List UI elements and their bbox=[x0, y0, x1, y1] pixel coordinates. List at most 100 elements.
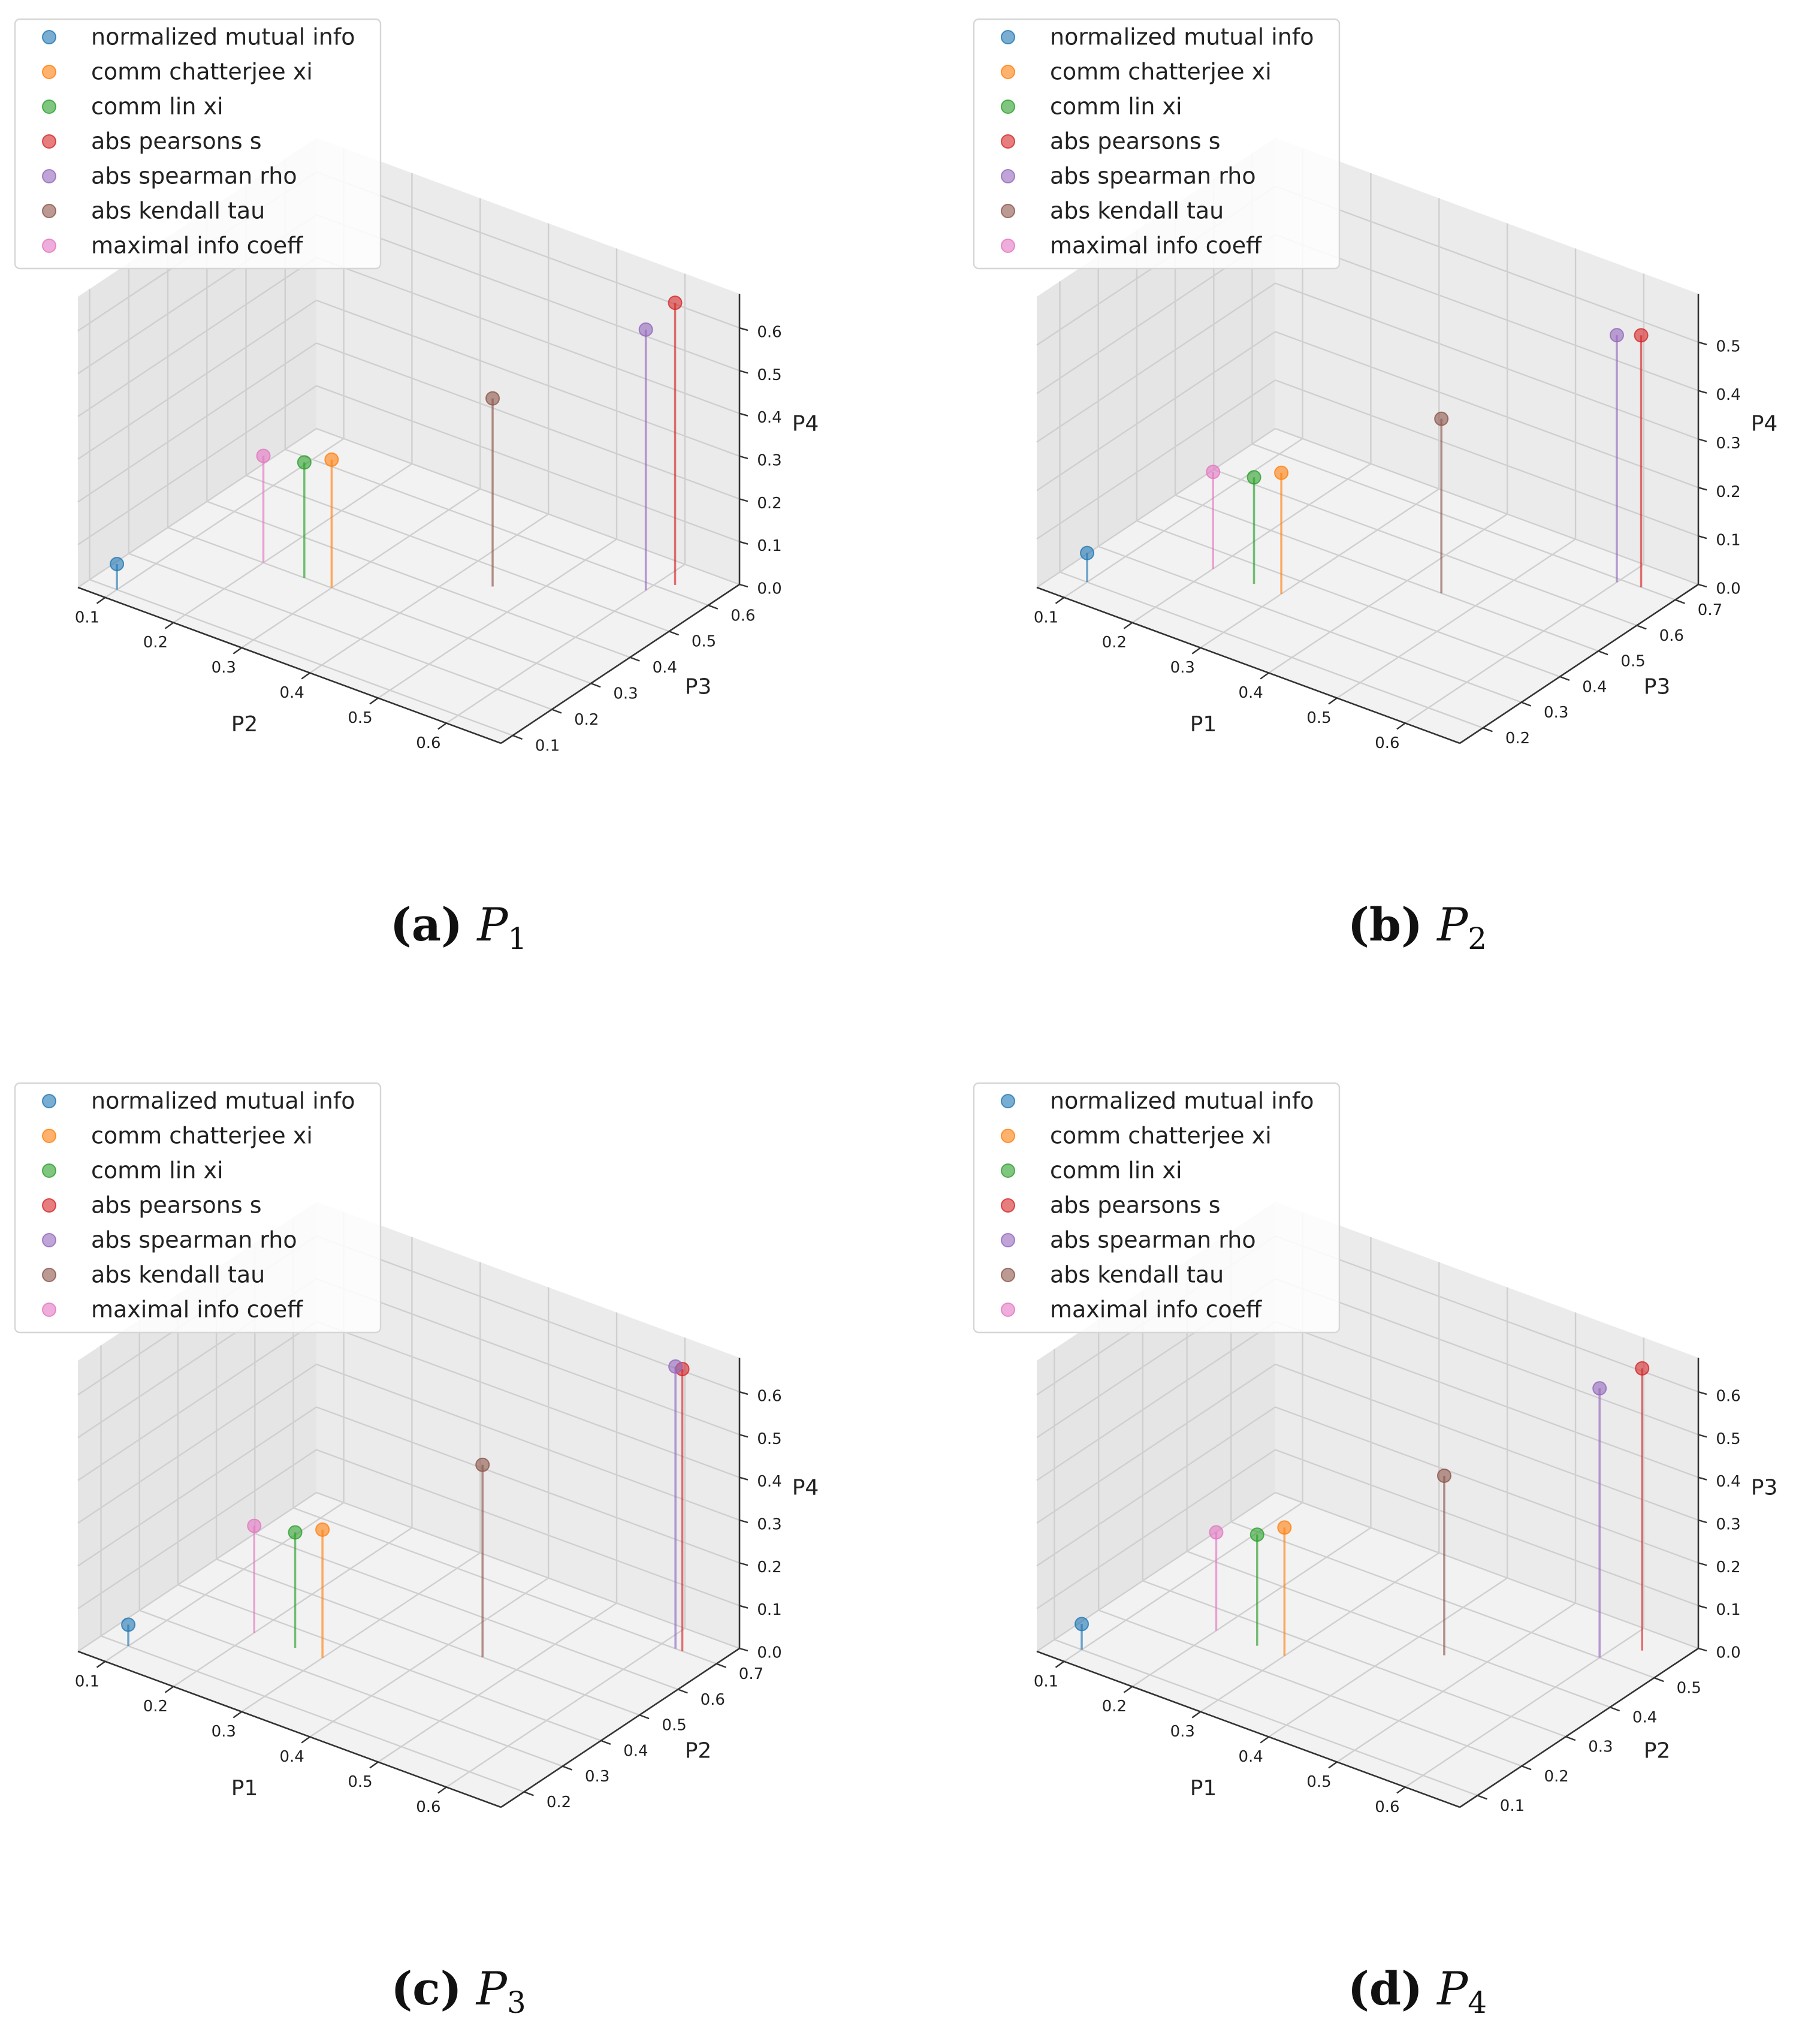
x-tick-mark bbox=[164, 1686, 174, 1693]
x-tick-label: 0.1 bbox=[75, 1672, 99, 1690]
y-tick-label: 0.2 bbox=[547, 1793, 571, 1811]
legend-marker bbox=[42, 1198, 56, 1213]
grid-line bbox=[1252, 443, 1676, 601]
y-tick-label: 0.6 bbox=[701, 1691, 725, 1709]
x-tick-label: 0.1 bbox=[1034, 608, 1058, 626]
plot-panel: 0.1 0.2 0.3 0.4 0.5 0.6 0.2 0.3 0.4 0.5 0.6 0.7 0.0 0… bbox=[14, 1082, 819, 1816]
grid-line bbox=[316, 1491, 740, 1650]
z-tick-label: 0.1 bbox=[1716, 532, 1740, 550]
z-tick-mark bbox=[1698, 1391, 1707, 1395]
z-tick-mark bbox=[1698, 390, 1707, 394]
legend-label: abs pearsons s bbox=[91, 1192, 262, 1219]
caption-subscript: 3 bbox=[506, 1985, 526, 2020]
legend-marker bbox=[1001, 1303, 1015, 1317]
grid-line bbox=[1213, 469, 1637, 626]
grid-line bbox=[1275, 185, 1699, 343]
x-tick-mark bbox=[437, 1786, 447, 1794]
x-tick-label: 0.5 bbox=[348, 709, 372, 727]
legend-label: maximal info coeff bbox=[91, 233, 303, 259]
grid-line bbox=[378, 538, 617, 699]
data-point bbox=[110, 556, 125, 571]
z-tick-mark bbox=[1698, 1605, 1707, 1609]
x-tick-mark bbox=[96, 596, 106, 604]
legend-marker bbox=[42, 1303, 56, 1317]
grid-line bbox=[1098, 545, 1522, 703]
x-tick-mark bbox=[1396, 1786, 1406, 1794]
grid-line bbox=[167, 526, 591, 685]
x-tick-label: 0.6 bbox=[416, 734, 440, 752]
x-tick-mark bbox=[233, 1711, 242, 1719]
y-tick-label: 0.1 bbox=[1500, 1797, 1525, 1815]
y-axis-label: P2 bbox=[1644, 1739, 1671, 1763]
grid-line bbox=[1275, 1363, 1699, 1521]
data-point bbox=[1246, 470, 1261, 485]
y-tick-mark bbox=[1521, 701, 1532, 707]
y-tick-label: 0.7 bbox=[1698, 601, 1722, 619]
legend-marker bbox=[1001, 100, 1015, 114]
back-pane bbox=[316, 138, 740, 584]
legend-marker bbox=[42, 1094, 56, 1108]
grid-line bbox=[177, 1584, 602, 1741]
data-point bbox=[121, 1617, 136, 1632]
legend-marker bbox=[1001, 1233, 1015, 1247]
legend-label: abs pearsons s bbox=[91, 128, 262, 155]
x-tick-mark bbox=[1055, 596, 1065, 604]
y-tick-label: 0.2 bbox=[1544, 1768, 1569, 1786]
legend-marker bbox=[42, 204, 56, 218]
y-tick-mark bbox=[562, 1765, 573, 1771]
grid-line bbox=[285, 448, 709, 606]
legend-marker bbox=[1001, 1163, 1015, 1178]
legend-label: normalized mutual info bbox=[91, 1088, 355, 1114]
z-tick-label: 0.3 bbox=[1716, 435, 1740, 453]
grid-line bbox=[1060, 571, 1483, 729]
grid-line bbox=[1275, 1235, 1699, 1393]
grid-line bbox=[1275, 1449, 1699, 1606]
y-tick-mark bbox=[1610, 1707, 1620, 1712]
legend-marker bbox=[42, 1129, 56, 1143]
legend-marker bbox=[1001, 30, 1015, 44]
y-tick-mark bbox=[524, 1791, 534, 1796]
legend-box bbox=[14, 18, 382, 270]
legend-label: maximal info coeff bbox=[1050, 233, 1262, 259]
legend-label: abs spearman rho bbox=[1050, 163, 1256, 189]
grid-line bbox=[77, 1449, 317, 1609]
x-tick-mark bbox=[1191, 647, 1201, 655]
grid-line bbox=[1036, 428, 1276, 588]
plot-panel: 0.10.20.30.40.50.6 0.10.20.30.40.50.60.00… bbox=[14, 18, 819, 755]
z-tick-label: 0.1 bbox=[757, 1601, 781, 1619]
y-tick-label: 0.5 bbox=[1677, 1680, 1701, 1698]
legend-label: comm lin xi bbox=[1050, 1157, 1182, 1184]
grid-line bbox=[1336, 1602, 1576, 1763]
legend-marker bbox=[42, 65, 56, 79]
legend: normalized mutual info comm chatterjee xi… bbox=[973, 1082, 1341, 1334]
z-tick-mark bbox=[1698, 1476, 1707, 1481]
grid-line bbox=[139, 1609, 563, 1767]
grid-line bbox=[1036, 1449, 1276, 1609]
x-tick-label: 0.2 bbox=[1102, 634, 1127, 652]
z-tick-label: 0.1 bbox=[757, 537, 781, 555]
grid-line bbox=[246, 475, 669, 632]
y-axis-line bbox=[1459, 1647, 1699, 1808]
legend-label: abs kendall tau bbox=[91, 198, 265, 224]
y-tick-mark bbox=[1559, 676, 1570, 681]
x-tick-label: 0.3 bbox=[212, 1723, 236, 1741]
grid-line bbox=[77, 342, 317, 503]
grid-line bbox=[446, 1627, 686, 1788]
grid-line bbox=[316, 1321, 740, 1478]
caption-label: (b) bbox=[1347, 898, 1423, 951]
caption-subscript: 1 bbox=[508, 921, 527, 956]
grid-line bbox=[1275, 427, 1699, 586]
y-tick-mark bbox=[1565, 1736, 1576, 1741]
caption-d: (d) P4 bbox=[1118, 1966, 1717, 2018]
y-tick-label: 0.3 bbox=[1588, 1738, 1613, 1756]
legend-label: comm chatterjee xi bbox=[1050, 59, 1272, 85]
grid-line bbox=[77, 1406, 317, 1567]
y-axis-line bbox=[1459, 583, 1699, 744]
grid-line bbox=[1200, 1552, 1439, 1713]
data-point bbox=[324, 452, 339, 467]
x-tick-mark bbox=[1123, 622, 1133, 629]
y-tick-mark bbox=[708, 604, 719, 610]
y-tick-label: 0.6 bbox=[731, 607, 755, 625]
legend-label: abs spearman rho bbox=[91, 1227, 297, 1253]
z-tick-mark bbox=[1698, 341, 1707, 345]
